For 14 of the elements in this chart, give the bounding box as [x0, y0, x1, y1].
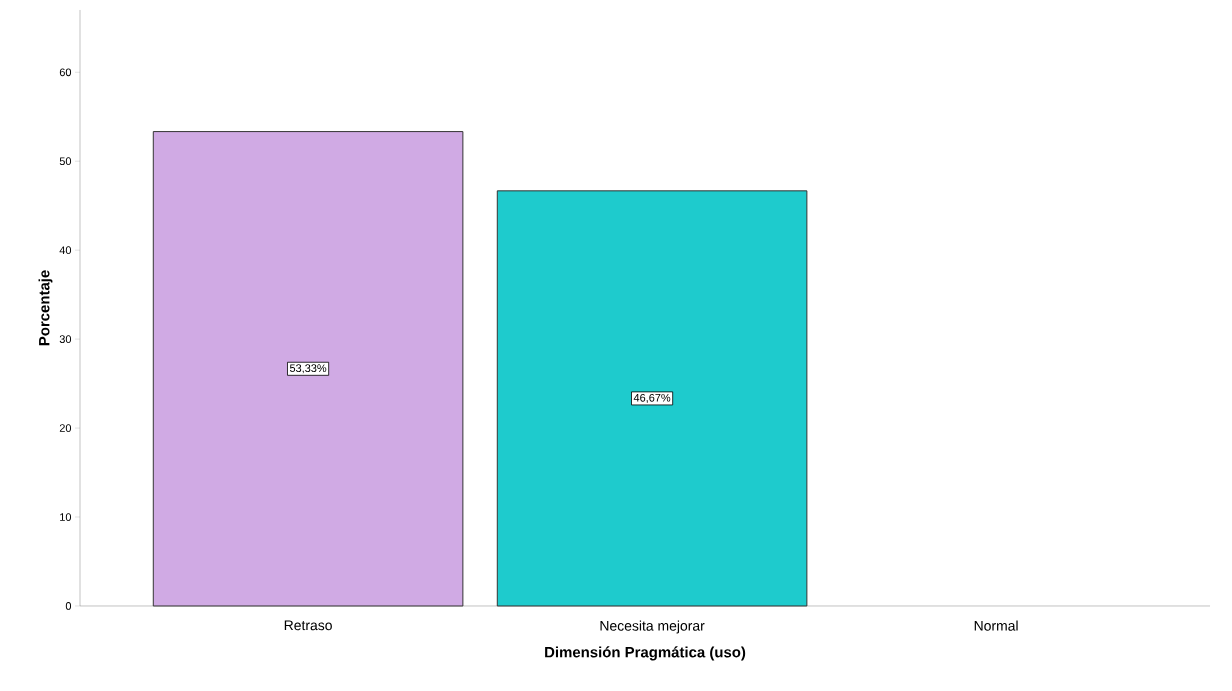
y-tick-label: 30 [59, 335, 72, 343]
y-tick-label: 50 [59, 157, 72, 166]
x-tick-label: Retraso [284, 620, 332, 631]
data-label: 53,33% [289, 364, 327, 374]
y-tick-label: 0 [65, 602, 72, 610]
x-axis-title: Dimensión Pragmática (uso) [545, 646, 746, 661]
y-tick-label: 20 [59, 424, 72, 432]
x-tick-label: Normal [974, 620, 1018, 631]
y-tick-label: 60 [59, 68, 72, 77]
y-axis-title: Porcentaje [38, 270, 53, 346]
x-tick-label: Necesita mejorar [600, 620, 705, 634]
y-tick-label: 10 [60, 513, 72, 521]
y-tick-label: 40 [59, 246, 72, 255]
data-label: 46,67% [633, 393, 671, 403]
